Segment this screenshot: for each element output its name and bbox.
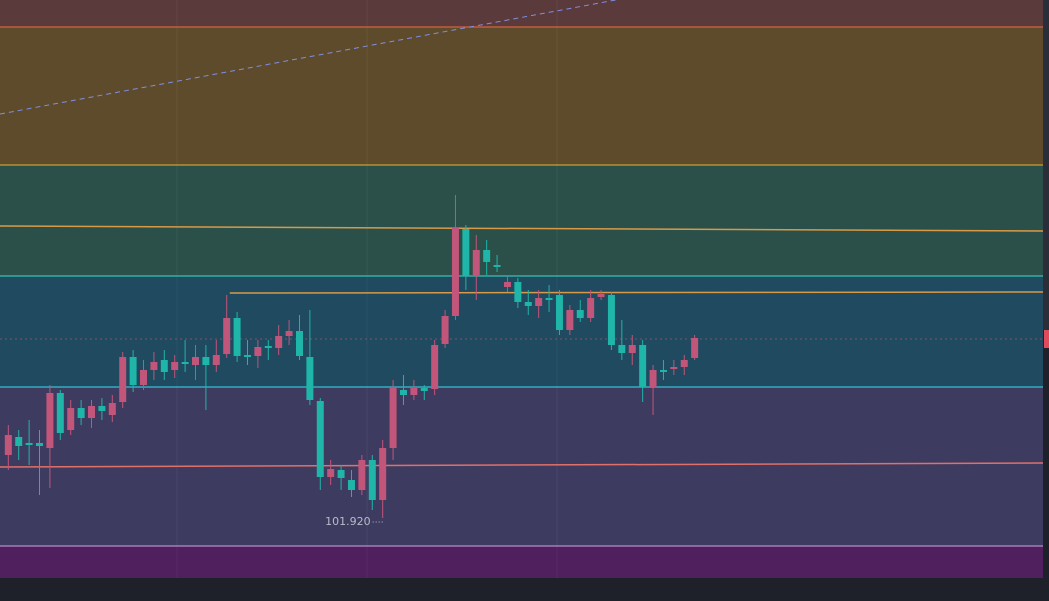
- candle-body: [691, 338, 699, 358]
- candle-body: [555, 295, 563, 330]
- candle-body: [503, 282, 511, 287]
- candle-body: [566, 310, 574, 330]
- candle-body: [56, 393, 64, 433]
- candle-body: [441, 316, 449, 344]
- candle-body: [140, 370, 148, 385]
- candle-body: [670, 367, 678, 369]
- fib-band: [0, 27, 1043, 165]
- candle-body: [191, 357, 199, 365]
- candle-body: [295, 331, 303, 356]
- candle-body: [98, 406, 106, 411]
- candle-body: [410, 388, 418, 395]
- candle-body: [233, 318, 241, 356]
- candle-body: [545, 298, 553, 300]
- candle-body: [327, 469, 335, 477]
- candle-body: [639, 345, 647, 387]
- candle-body: [264, 346, 272, 348]
- candle-body: [223, 318, 231, 354]
- candle-body: [535, 298, 543, 306]
- candle-body: [275, 336, 283, 348]
- candle-body: [243, 355, 251, 357]
- trend-line: [0, 225, 1044, 232]
- candle-body: [524, 302, 532, 306]
- candle-body: [587, 298, 595, 318]
- candle-body: [358, 460, 366, 490]
- candle-body: [285, 331, 293, 336]
- candle-body: [389, 387, 397, 448]
- candle-body: [171, 362, 179, 370]
- candle-body: [150, 362, 158, 370]
- candle-body: [337, 470, 345, 478]
- candle-body: [483, 250, 491, 262]
- candle-body: [607, 295, 615, 345]
- candle-body: [254, 347, 262, 356]
- right-edge: [1043, 0, 1049, 330]
- candle-body: [472, 250, 480, 276]
- fib-band: [0, 0, 1043, 27]
- candle-body: [212, 355, 220, 365]
- candle-body: [67, 408, 75, 430]
- candle-body: [160, 360, 168, 372]
- trend-line: [0, 462, 1044, 468]
- candle-body: [493, 265, 501, 267]
- candle-body: [618, 345, 626, 353]
- candle-body: [88, 406, 96, 418]
- trend-line: [229, 291, 1044, 294]
- candle-body: [202, 357, 210, 365]
- candle-body: [680, 360, 688, 367]
- candle-body: [368, 460, 376, 500]
- fib-band: [0, 165, 1043, 276]
- candle-body: [316, 401, 324, 477]
- candle-body: [77, 408, 85, 418]
- candle-body: [514, 282, 522, 302]
- candle-body: [451, 228, 459, 316]
- annotation-label: 101.920: [325, 515, 371, 528]
- fib-band: [0, 546, 1043, 578]
- candle-body: [4, 435, 12, 455]
- candle-body: [431, 345, 439, 389]
- candle-body: [129, 357, 137, 385]
- bottom-bar: [0, 578, 1049, 601]
- candle-body: [36, 443, 44, 446]
- candle-body: [420, 388, 428, 391]
- candle-body: [597, 294, 605, 297]
- candle-body: [399, 390, 407, 395]
- candle-body: [649, 370, 657, 387]
- candle-body: [181, 362, 189, 364]
- candle-body: [306, 357, 314, 400]
- candle-body: [119, 357, 127, 402]
- candle-body: [576, 310, 584, 318]
- candle-body: [659, 370, 667, 372]
- candle-body: [347, 480, 355, 490]
- candle-body: [628, 345, 636, 353]
- candle-body: [15, 437, 23, 446]
- candle-body: [108, 403, 116, 415]
- candle-body: [25, 443, 33, 445]
- last-price-marker: [1044, 330, 1049, 348]
- candle-body: [379, 448, 387, 500]
- candle-body: [46, 393, 54, 448]
- candle-body: [462, 229, 470, 276]
